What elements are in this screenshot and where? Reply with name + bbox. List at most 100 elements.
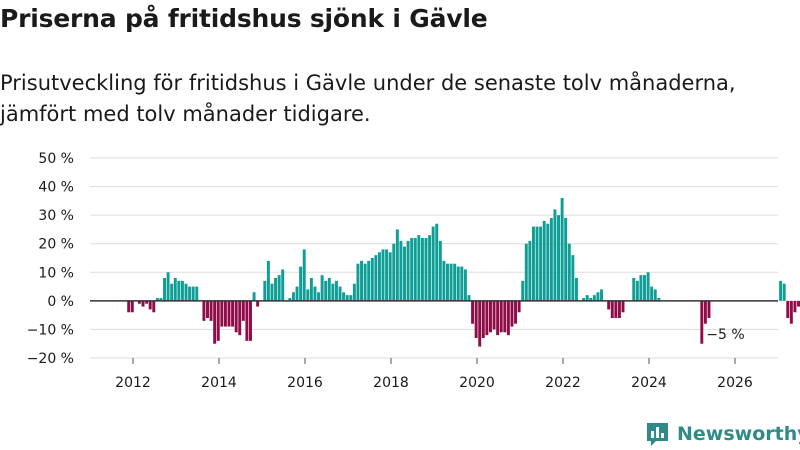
bar (195, 286, 199, 301)
bar (377, 252, 381, 301)
bar (270, 283, 274, 301)
bar (499, 300, 503, 333)
bar (503, 300, 507, 333)
bar (524, 243, 528, 301)
x-axis: 2012 2014 2016 2018 2020 2022 2024 2026 (115, 358, 753, 391)
bar (643, 275, 646, 301)
bar (424, 238, 428, 301)
bar (349, 295, 353, 301)
bar (263, 280, 267, 301)
bar (403, 246, 406, 301)
bar (159, 298, 163, 301)
bar (481, 300, 485, 338)
bar (514, 300, 518, 324)
bar (607, 300, 611, 310)
bar (542, 220, 546, 301)
bar (188, 286, 192, 301)
bar (227, 300, 231, 327)
bar (467, 295, 471, 301)
bar (506, 300, 510, 336)
bar (177, 280, 181, 301)
bar (639, 275, 643, 301)
bar (438, 240, 442, 301)
bar (256, 300, 260, 307)
bar (610, 300, 614, 318)
bar (367, 260, 371, 301)
bar (399, 240, 403, 301)
bar (385, 249, 389, 301)
bar (786, 300, 790, 318)
bar (589, 298, 593, 301)
x-tick-label: 2024 (631, 375, 667, 391)
bar (352, 283, 356, 301)
x-tick-label: 2026 (717, 375, 753, 391)
bar (535, 226, 539, 301)
bar (137, 300, 141, 304)
bar (549, 218, 553, 301)
bar (155, 298, 159, 301)
bar (388, 252, 392, 301)
bar (327, 278, 331, 301)
bar (281, 269, 285, 301)
bar (324, 280, 328, 301)
bar (317, 292, 321, 301)
bar (782, 283, 786, 301)
bar (453, 263, 457, 301)
bar (356, 263, 360, 301)
bar (592, 295, 596, 301)
chart-subtitle: Prisutveckling för fritidshus i Gävle un… (0, 71, 736, 126)
bar (564, 218, 568, 301)
bar (274, 278, 278, 301)
bar (621, 300, 625, 313)
bar (700, 300, 704, 344)
bar (492, 300, 496, 330)
bar (191, 286, 195, 301)
bar (392, 243, 396, 301)
bar (707, 300, 711, 318)
x-tick-label: 2014 (201, 375, 237, 391)
bar (474, 300, 478, 338)
bar (231, 300, 235, 327)
bar (234, 300, 238, 333)
bar (557, 215, 560, 301)
bar (496, 300, 500, 336)
y-tick-label: 40 % (38, 180, 74, 196)
y-tick-label: −20 % (27, 351, 74, 367)
x-tick-label: 2018 (373, 375, 409, 391)
bar (521, 280, 525, 301)
bar (635, 280, 639, 301)
bar (299, 266, 303, 301)
brand-logo[interactable]: Newsworthy (644, 420, 800, 447)
bar (184, 283, 188, 301)
bar (216, 300, 220, 341)
newsworthy-logo-icon (647, 423, 668, 446)
bar (485, 300, 489, 336)
bar (370, 258, 374, 301)
bar (600, 289, 603, 301)
bar (456, 266, 460, 301)
brand-name: Newsworthy (677, 422, 800, 445)
bar (703, 300, 707, 324)
bar (463, 269, 467, 301)
x-tick-label: 2020 (459, 375, 495, 391)
bar (797, 300, 800, 307)
bar (309, 278, 313, 301)
bar (793, 300, 797, 313)
last-value-annotation: −5 % (706, 327, 744, 343)
bar (141, 300, 145, 307)
bar (163, 278, 166, 301)
bar (213, 300, 217, 344)
y-tick-label: 0 % (47, 294, 74, 310)
bar (431, 226, 435, 301)
bar (442, 260, 446, 301)
y-tick-label: 20 % (38, 237, 74, 253)
bar (209, 300, 213, 321)
bar (435, 223, 439, 301)
bar (206, 300, 209, 318)
bar (413, 238, 417, 301)
bar (381, 249, 385, 301)
bar (277, 275, 281, 301)
bar (539, 226, 543, 301)
bar (170, 283, 174, 301)
bar (395, 229, 399, 301)
